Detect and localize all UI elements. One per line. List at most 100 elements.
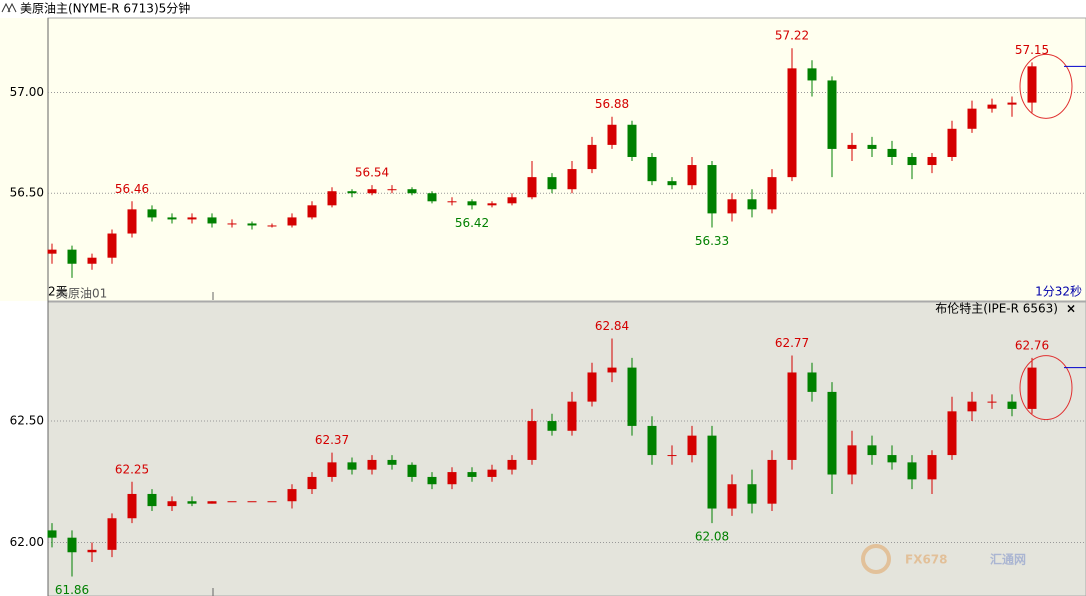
candle-body (327, 462, 337, 477)
candle-body (287, 217, 297, 226)
candle-body (587, 372, 597, 402)
candle-body (627, 367, 637, 426)
candle-body (107, 518, 117, 550)
candle-body (367, 459, 377, 470)
candle-body (947, 128, 957, 157)
candle-body (727, 484, 737, 509)
highlight-circle (1019, 53, 1073, 119)
candle-body (387, 189, 397, 191)
title-bar (0, 0, 1086, 18)
watermark-brand: FX678 (905, 553, 948, 567)
candle-body (747, 484, 757, 504)
candle-body (367, 189, 377, 194)
bottom-axis-area (0, 302, 48, 596)
candle-body (527, 421, 537, 460)
candle-body (187, 217, 197, 220)
candle-body (307, 476, 317, 490)
candle-body (987, 104, 997, 109)
candle-body (607, 124, 617, 145)
candle-body (147, 209, 157, 218)
period-label: 2天 (48, 285, 68, 299)
candle-body (507, 197, 517, 204)
candle-body (107, 233, 117, 258)
highlight-circle (1019, 355, 1073, 421)
candle-body (467, 472, 477, 477)
candle-body (547, 177, 557, 190)
candle-body (167, 501, 177, 507)
window-icon[interactable] (1, 2, 17, 13)
candle-body (347, 462, 357, 470)
y-tick-label: 57.00 (10, 85, 44, 99)
candle-body (907, 156, 917, 166)
candle-body (867, 445, 877, 456)
candle-body (867, 144, 877, 149)
top-axis-area (0, 18, 48, 301)
extreme-label: 62.37 (315, 433, 349, 447)
instrument-label: 美原油01 (56, 287, 107, 301)
extreme-label: 62.84 (595, 319, 629, 333)
candle-body (587, 144, 597, 170)
watermark-name: 汇通网 (990, 552, 1026, 567)
candle-body (707, 165, 717, 214)
candle-body (567, 169, 577, 190)
candle-body (67, 537, 77, 553)
extreme-label: 57.15 (1015, 43, 1049, 57)
candle-body (767, 459, 777, 504)
candle-body (207, 217, 217, 224)
extreme-label: 56.54 (355, 166, 389, 180)
extreme-label: 56.33 (695, 234, 729, 248)
candle-body (287, 489, 297, 502)
candle-body (707, 435, 717, 509)
candle-body (687, 435, 697, 456)
y-tick-label: 62.00 (10, 535, 44, 549)
candle-body (487, 469, 497, 477)
candle-body (947, 411, 957, 456)
candle-body (1027, 66, 1037, 103)
candle-body (1027, 367, 1037, 409)
y-tick-label: 56.50 (10, 186, 44, 200)
candle-body (647, 156, 657, 182)
candle-body (307, 205, 317, 218)
candle-body (87, 257, 97, 264)
candle-body (927, 455, 937, 480)
candle-body (67, 249, 77, 264)
extreme-label: 62.77 (775, 336, 809, 350)
extreme-label: 56.42 (455, 216, 489, 230)
candle-body (267, 501, 277, 503)
candle-body (667, 181, 677, 186)
candle-body (767, 177, 777, 210)
candle-body (827, 80, 837, 149)
extreme-label: 56.88 (595, 97, 629, 111)
candle-body (427, 476, 437, 485)
candle-body (227, 223, 237, 225)
candle-body (387, 459, 397, 465)
candle-body (607, 367, 617, 373)
candle-body (627, 124, 637, 157)
candle-body (247, 501, 257, 503)
candle-body (887, 148, 897, 157)
countdown: 1分32秒 (1035, 285, 1082, 299)
candle-body (447, 472, 457, 485)
chart-title: 美原油主(NYME-R 6713)5分钟 (20, 1, 190, 16)
candle-body (487, 203, 497, 206)
candle-body (1007, 102, 1017, 105)
bottom-panel (47, 301, 1086, 596)
candle-body (787, 68, 797, 178)
candle-body (987, 401, 997, 403)
candle-body (447, 201, 457, 203)
candle-body (407, 189, 417, 194)
candle-body (187, 501, 197, 504)
candle-body (747, 199, 757, 210)
candle-body (687, 165, 697, 186)
watermark-logo (861, 544, 891, 574)
candle-body (327, 191, 337, 206)
candle-body (547, 421, 557, 431)
close-button[interactable]: × (1066, 302, 1076, 316)
extreme-label: 61.86 (55, 583, 89, 596)
candle-body (927, 156, 937, 166)
candle-body (887, 455, 897, 463)
candle-body (847, 144, 857, 149)
candle-body (47, 530, 57, 538)
extreme-label: 56.46 (115, 182, 149, 196)
